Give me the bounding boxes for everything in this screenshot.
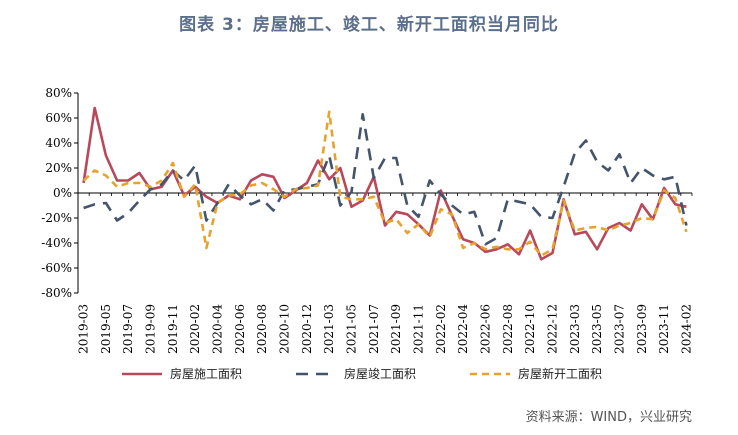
x-tick-label: 2021-11 — [411, 304, 425, 354]
y-tick-label: -20% — [41, 211, 72, 225]
y-tick-label: 60% — [45, 111, 72, 125]
x-tick-label: 2023-07 — [612, 304, 626, 354]
legend-label-2: 房屋竣工面积 — [344, 366, 416, 381]
y-tick-label: 20% — [45, 161, 72, 175]
series-line-1 — [82, 106, 687, 261]
y-tick-label: 40% — [45, 136, 72, 150]
legend-label-3: 房屋新开工面积 — [518, 366, 602, 381]
y-tick-label: -80% — [41, 286, 72, 300]
series-layer — [82, 106, 688, 261]
x-tick-label: 2021-03 — [322, 304, 336, 354]
x-tick-label: 2019-05 — [99, 304, 113, 354]
x-tick-label: 2022-10 — [523, 304, 537, 354]
legend-label-1: 房屋施工面积 — [170, 366, 242, 381]
x-tick-label: 2020-06 — [233, 304, 247, 354]
source-note: 资料来源：WIND，兴业研究 — [525, 410, 692, 425]
x-tick-label: 2022-02 — [434, 304, 448, 354]
y-tick-label: -40% — [41, 236, 72, 250]
x-tick-label: 2023-09 — [635, 304, 649, 354]
x-tick-label: 2020-08 — [255, 304, 269, 354]
chart-title: 图表 3：房屋施工、竣工、新开工面积当月同比 — [179, 15, 559, 35]
series-line-2 — [83, 113, 688, 246]
x-tick-label: 2022-08 — [501, 304, 515, 354]
x-tick-label: 2024-02 — [679, 304, 693, 354]
x-tick-label: 2022-12 — [545, 304, 559, 354]
x-tick-label: 2019-07 — [121, 304, 135, 354]
x-tick-label: 2020-02 — [188, 304, 202, 354]
x-tick-label: 2021-07 — [367, 304, 381, 354]
y-tick-label: -60% — [41, 261, 72, 275]
y-tick-label: 0% — [53, 186, 72, 200]
x-tick-label: 2023-05 — [590, 304, 604, 354]
y-tick-label: 80% — [45, 86, 72, 100]
x-tick-label: 2019-03 — [77, 304, 91, 354]
x-tick-label: 2023-03 — [568, 304, 582, 354]
x-tick-label: 2020-10 — [278, 304, 292, 354]
x-tick-label: 2021-09 — [389, 304, 403, 354]
x-tick-label: 2023-11 — [657, 304, 671, 354]
x-tick-label: 2019-09 — [144, 304, 158, 354]
x-tick-label: 2022-04 — [456, 304, 470, 354]
x-tick-label: 2020-04 — [211, 304, 225, 354]
legend-layer: 房屋施工面积 房屋竣工面积 房屋新开工面积 — [122, 366, 602, 381]
x-tick-label: 2020-12 — [300, 304, 314, 354]
x-tick-label: 2021-05 — [345, 304, 359, 354]
x-tick-label: 2022-06 — [478, 304, 492, 354]
series-line-3 — [82, 110, 688, 257]
x-tick-label: 2019-11 — [166, 304, 180, 354]
axes-layer: 80% 60% 40% 20% 0% -20% -40% -60% -80% 2019-03 201… — [41, 86, 693, 354]
